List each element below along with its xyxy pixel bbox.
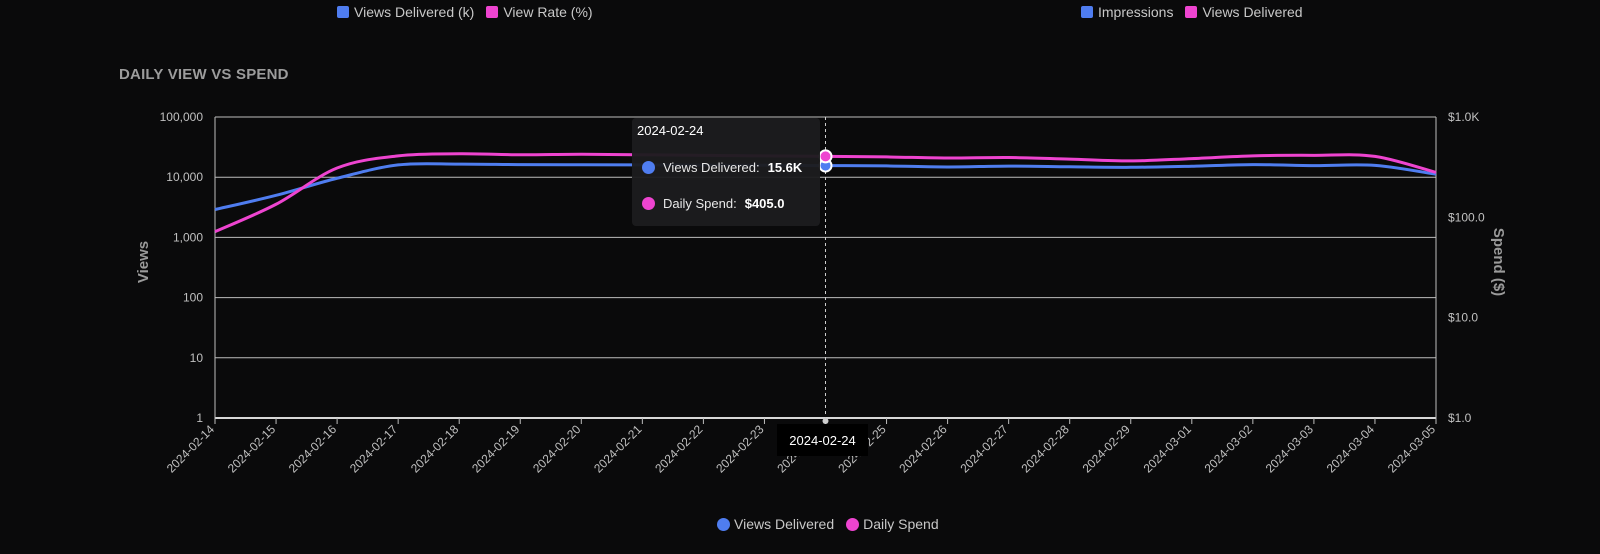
legend-item-daily-spend[interactable]: Daily Spend: [846, 516, 939, 532]
chart-title: DAILY VIEW VS SPEND: [119, 66, 289, 83]
x-tick-label: 2024-02-19: [469, 422, 523, 476]
y-tick-label: 10,000: [166, 170, 203, 184]
legend-swatch: [486, 6, 499, 18]
y-tick-label: 10: [190, 351, 204, 365]
legend-item-views-delivered-k[interactable]: Views Delivered (k): [337, 4, 474, 20]
legend-swatch: [1185, 6, 1198, 18]
y2-tick-label: $10.0: [1448, 311, 1478, 325]
x-tick-label: 2024-03-04: [1324, 422, 1378, 476]
legend-label: Views Delivered (k): [354, 4, 475, 20]
legend-dot: [846, 517, 860, 531]
legend-swatch: [337, 6, 349, 18]
tooltip-row-spend: Daily Spend: $405.0: [642, 196, 784, 211]
tooltip-views-label: Views Delivered:: [663, 160, 760, 175]
x-tick-label: 2024-03-01: [1141, 422, 1195, 476]
legend-label: Views Delivered: [734, 516, 835, 532]
x-tick-label: 2024-03-02: [1202, 422, 1256, 476]
y2-axis-title: Spend ($): [1490, 228, 1507, 296]
x-tick-label: 2024-02-22: [652, 422, 706, 476]
tooltip-dot-views: [642, 161, 655, 174]
legend-dot: [717, 517, 730, 531]
y-tick-label: 1,000: [173, 230, 203, 244]
legend-swatch: [1081, 6, 1093, 18]
tooltip-views-value: 15.6K: [767, 160, 803, 175]
y2-tick-label: $100.0: [1448, 210, 1485, 224]
x-axis-pointer-marker: [822, 418, 829, 424]
x-tick-label: 2024-02-29: [1080, 422, 1134, 476]
y2-tick-label: $1.0K: [1448, 110, 1479, 124]
x-tick-label: 2024-02-21: [591, 422, 645, 476]
x-tick-label: 2024-02-18: [408, 422, 462, 476]
x-tick-label: 2024-02-14: [164, 422, 218, 476]
legend-label: Views Delivered: [1202, 4, 1303, 20]
tooltip-spend-value: $405.0: [744, 196, 785, 211]
legend-label: Daily Spend: [863, 516, 939, 532]
x-axis-pointer-label: 2024-02-24: [777, 424, 868, 456]
legend-item-impressions[interactable]: Impressions: [1081, 4, 1173, 20]
x-tick-label: 2024-02-23: [713, 422, 767, 476]
legend-label: Impressions: [1098, 4, 1174, 20]
chart-tooltip: 2024-02-24 Views Delivered: 15.6K Daily …: [632, 118, 820, 226]
y2-tick-label: $1.0: [1448, 411, 1472, 425]
x-tick-label: 2024-02-27: [957, 422, 1011, 476]
bottom-legend: Views Delivered Daily Spend: [717, 516, 939, 532]
tooltip-row-views: Views Delivered: 15.6K: [642, 160, 802, 175]
x-tick-label: 2024-02-15: [225, 422, 279, 476]
x-tick-label: 2024-02-20: [530, 422, 584, 476]
tooltip-spend-label: Daily Spend:: [663, 196, 737, 211]
y-tick-label: 100,000: [160, 110, 204, 124]
x-tick-label: 2024-03-03: [1263, 422, 1317, 476]
legend-item-view-rate[interactable]: View Rate (%): [486, 4, 593, 20]
x-tick-label: 2024-03-05: [1385, 422, 1439, 476]
highlight-point-daily-spend: [818, 149, 833, 164]
x-tick-label: 2024-02-16: [286, 422, 340, 476]
x-tick-label: 2024-02-28: [1019, 422, 1073, 476]
x-tick-label: 2024-02-17: [347, 422, 401, 476]
tooltip-dot-spend: [642, 197, 655, 210]
legend-label: View Rate (%): [503, 4, 593, 20]
x-tick-label: 2024-02-26: [896, 422, 950, 476]
y-axis-title: Views: [135, 241, 152, 283]
y-tick-label: 100: [183, 291, 203, 305]
legend-item-views-delivered[interactable]: Views Delivered: [717, 516, 834, 532]
tooltip-date: 2024-02-24: [637, 123, 704, 138]
top-legend-right: Impressions Views Delivered: [1081, 4, 1303, 20]
top-legend-left: Views Delivered (k) View Rate (%): [337, 4, 593, 20]
y-tick-label: 1: [196, 411, 203, 425]
legend-item-views-delivered[interactable]: Views Delivered: [1185, 4, 1303, 20]
